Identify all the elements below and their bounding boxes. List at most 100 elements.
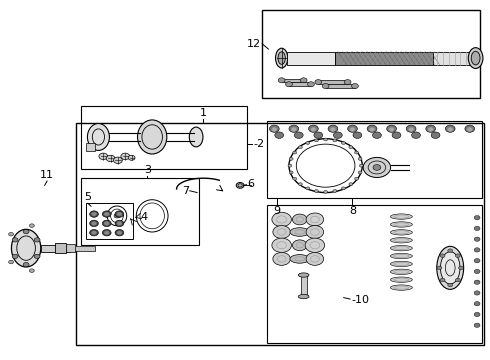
Circle shape <box>426 125 436 132</box>
Ellipse shape <box>273 252 291 265</box>
Bar <box>76 123 485 345</box>
Circle shape <box>117 231 122 234</box>
Ellipse shape <box>322 84 329 89</box>
Circle shape <box>42 246 47 250</box>
Circle shape <box>29 224 34 228</box>
Ellipse shape <box>441 252 460 284</box>
Circle shape <box>117 222 122 225</box>
Circle shape <box>363 157 391 177</box>
Circle shape <box>448 249 453 252</box>
Ellipse shape <box>342 187 345 190</box>
Ellipse shape <box>290 255 310 263</box>
Text: 12: 12 <box>246 39 261 49</box>
Circle shape <box>474 302 480 306</box>
Circle shape <box>467 128 472 131</box>
Circle shape <box>102 220 111 226</box>
Circle shape <box>102 229 111 236</box>
Ellipse shape <box>306 226 324 238</box>
Circle shape <box>115 211 124 217</box>
Circle shape <box>115 220 124 226</box>
Circle shape <box>29 269 34 273</box>
Ellipse shape <box>236 183 244 188</box>
Ellipse shape <box>87 123 109 150</box>
Circle shape <box>428 128 433 131</box>
Circle shape <box>104 231 109 234</box>
Circle shape <box>90 220 98 226</box>
Ellipse shape <box>324 190 328 193</box>
Bar <box>318 80 347 84</box>
Circle shape <box>23 229 29 234</box>
Ellipse shape <box>344 80 351 85</box>
Circle shape <box>328 125 338 132</box>
Ellipse shape <box>349 146 353 149</box>
Bar <box>335 51 433 64</box>
Circle shape <box>104 222 109 225</box>
Ellipse shape <box>272 212 292 226</box>
Circle shape <box>333 132 342 138</box>
Circle shape <box>367 125 377 132</box>
Ellipse shape <box>306 213 324 226</box>
Circle shape <box>121 153 130 159</box>
Bar <box>81 178 198 244</box>
Ellipse shape <box>273 226 291 238</box>
Bar <box>75 246 95 251</box>
Circle shape <box>289 125 299 132</box>
Ellipse shape <box>278 78 285 83</box>
Ellipse shape <box>278 52 285 64</box>
Ellipse shape <box>355 151 359 154</box>
Circle shape <box>372 132 381 138</box>
Bar <box>55 243 66 253</box>
Ellipse shape <box>286 82 293 87</box>
Circle shape <box>23 262 29 267</box>
Bar <box>81 107 247 169</box>
Bar <box>301 275 307 297</box>
Bar <box>326 84 355 88</box>
Ellipse shape <box>11 229 41 267</box>
Circle shape <box>353 132 362 138</box>
Circle shape <box>270 125 279 132</box>
Bar <box>433 51 470 64</box>
Text: 6: 6 <box>247 179 254 189</box>
Ellipse shape <box>289 157 293 160</box>
Circle shape <box>92 212 97 216</box>
Ellipse shape <box>293 240 307 251</box>
Ellipse shape <box>272 238 292 252</box>
Circle shape <box>292 128 296 131</box>
Circle shape <box>448 128 453 131</box>
Bar <box>86 203 133 239</box>
Circle shape <box>448 283 453 287</box>
Circle shape <box>294 132 303 138</box>
Circle shape <box>369 128 374 131</box>
Circle shape <box>314 132 323 138</box>
Circle shape <box>115 229 124 236</box>
Circle shape <box>474 258 480 263</box>
Circle shape <box>90 229 98 236</box>
Circle shape <box>412 132 420 138</box>
Ellipse shape <box>298 183 302 186</box>
Ellipse shape <box>293 177 296 180</box>
Circle shape <box>12 254 18 258</box>
Ellipse shape <box>293 151 296 154</box>
Circle shape <box>455 254 460 257</box>
Ellipse shape <box>391 261 413 267</box>
Ellipse shape <box>290 228 310 236</box>
Circle shape <box>440 278 445 282</box>
Circle shape <box>92 222 97 225</box>
Ellipse shape <box>324 138 328 141</box>
Text: -10: -10 <box>351 295 369 305</box>
Ellipse shape <box>359 164 363 167</box>
Circle shape <box>114 214 120 218</box>
Bar <box>289 82 311 86</box>
Ellipse shape <box>355 177 359 180</box>
Circle shape <box>104 212 109 216</box>
Circle shape <box>474 323 480 327</box>
Circle shape <box>311 128 316 131</box>
Ellipse shape <box>306 187 310 190</box>
Circle shape <box>350 128 355 131</box>
Text: 11: 11 <box>40 170 54 180</box>
Ellipse shape <box>306 252 324 265</box>
Ellipse shape <box>333 189 337 192</box>
Ellipse shape <box>358 157 362 160</box>
Circle shape <box>34 254 40 258</box>
Ellipse shape <box>471 51 480 65</box>
